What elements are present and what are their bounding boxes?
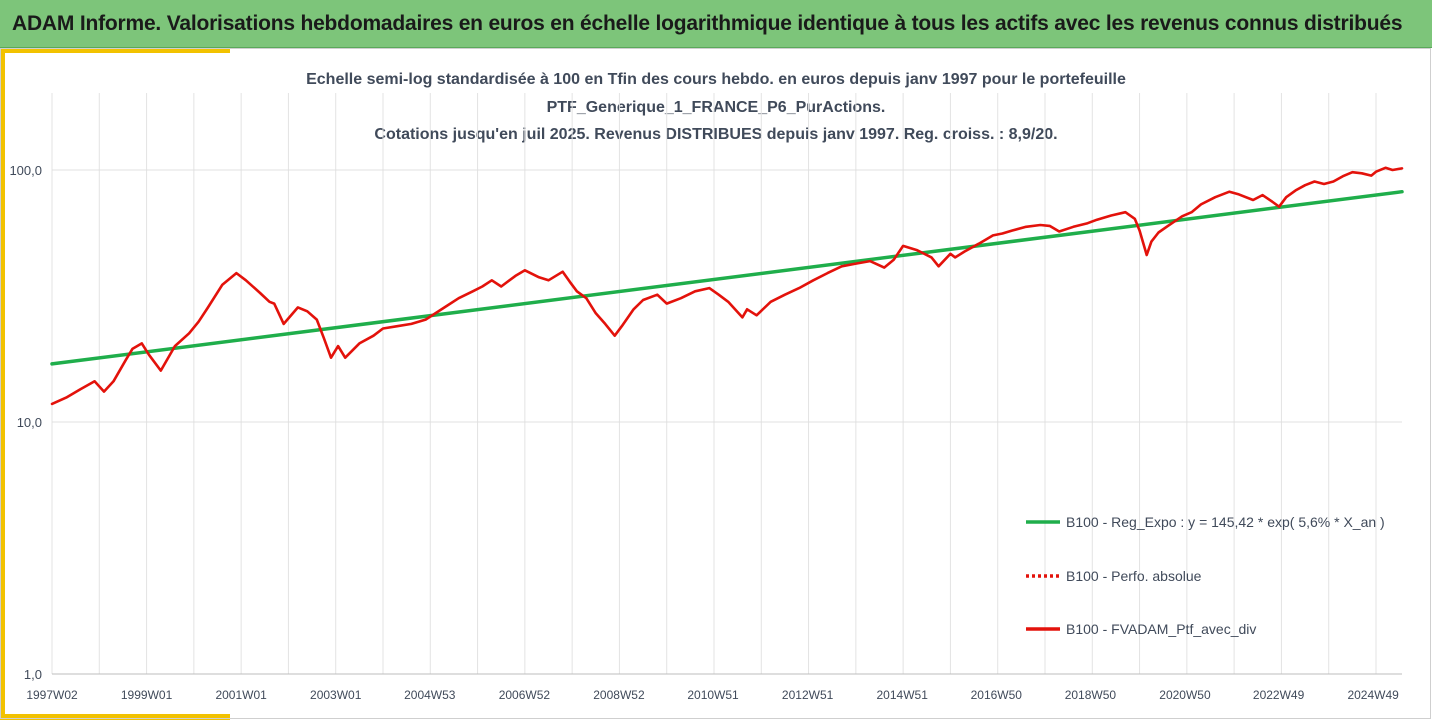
x-tick-label: 2008W52 bbox=[593, 688, 645, 702]
x-tick-label: 2010W51 bbox=[687, 688, 739, 702]
x-tick-label: 2016W50 bbox=[971, 688, 1023, 702]
x-tick-label: 1997W02 bbox=[26, 688, 78, 702]
accent-bar-left bbox=[0, 48, 5, 720]
x-tick-label: 2006W52 bbox=[499, 688, 551, 702]
chart-title-line-3: Cotations jusqu'en juil 2025. Revenus DI… bbox=[374, 126, 1058, 143]
x-tick-label: 1999W01 bbox=[121, 688, 173, 702]
y-tick-label: 1,0 bbox=[24, 667, 42, 682]
legend-label: B100 - FVADAM_Ptf_avec_div bbox=[1066, 621, 1256, 637]
series-line bbox=[50, 166, 1404, 406]
x-tick-label: 2001W01 bbox=[215, 688, 267, 702]
series-line bbox=[50, 189, 1404, 366]
x-tick-label: 2020W50 bbox=[1159, 688, 1211, 702]
legend-label: B100 - Reg_Expo : y = 145,42 * exp( 5,6%… bbox=[1066, 514, 1385, 530]
x-tick-label: 2022W49 bbox=[1253, 688, 1305, 702]
y-tick-label: 100,0 bbox=[9, 163, 42, 178]
report-header: ADAM Informe. Valorisations hebdomadaire… bbox=[0, 0, 1432, 48]
x-tick-label: 2012W51 bbox=[782, 688, 834, 702]
accent-bar-top bbox=[0, 48, 230, 53]
x-tick-label: 2018W50 bbox=[1065, 688, 1117, 702]
chart-title-line-2: PTF_Generique_1_FRANCE_P6_PurActions. bbox=[546, 99, 886, 116]
legend-label: B100 - Perfo. absolue bbox=[1066, 568, 1202, 584]
accent-bar-bottom bbox=[0, 714, 230, 720]
x-tick-label: 2003W01 bbox=[310, 688, 362, 702]
x-tick-label: 2024W49 bbox=[1347, 688, 1399, 702]
x-tick-label: 2004W53 bbox=[404, 688, 456, 702]
chart-title-line-1: Echelle semi-log standardisée à 100 en T… bbox=[306, 71, 1126, 88]
x-tick-label: 2014W51 bbox=[877, 688, 929, 702]
report-title: ADAM Informe. Valorisations hebdomadaire… bbox=[12, 12, 1403, 35]
y-tick-label: 10,0 bbox=[17, 415, 42, 430]
